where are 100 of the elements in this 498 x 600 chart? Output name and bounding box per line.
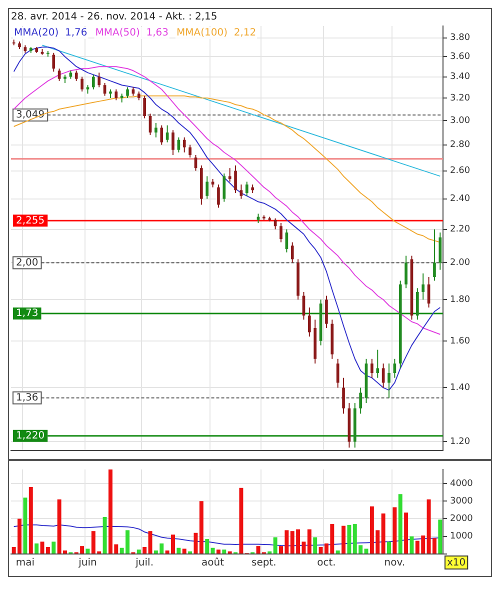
ref-line-label: 2,00 <box>16 257 38 268</box>
bar <box>273 537 278 554</box>
y-tick-label: 1.60 <box>450 336 470 346</box>
ref-line-label: 1,220 <box>16 430 45 442</box>
candlestick <box>188 144 192 158</box>
x-tick-label: juin <box>78 558 97 569</box>
candlestick <box>370 358 374 378</box>
bar <box>336 550 340 554</box>
candlestick <box>92 74 95 90</box>
text: MMA(50) 1,63 <box>95 28 168 39</box>
bar <box>392 507 397 554</box>
ref-line-label: 1,36 <box>16 392 38 404</box>
y-tick-label: 2.80 <box>450 140 470 150</box>
candlestick <box>433 228 436 282</box>
bar <box>102 516 107 554</box>
bar <box>342 526 346 554</box>
candlestick <box>206 176 209 200</box>
candlestick <box>80 76 84 92</box>
candlestick <box>52 52 56 72</box>
x-tick-label: sept. <box>252 558 276 569</box>
candlestick <box>58 68 61 82</box>
bar <box>398 494 402 554</box>
ref-line-label: 2,255 <box>16 215 45 226</box>
bar <box>410 536 414 554</box>
candlestick <box>126 86 129 99</box>
bar <box>210 548 215 554</box>
bar <box>136 550 141 554</box>
candlestick <box>228 168 232 182</box>
chart-title: 28. avr. 2014 - 26. nov. 2014 - Akt. : 2,15 <box>11 12 218 23</box>
y-tick-label: 1000 <box>450 532 474 542</box>
bar <box>205 539 210 554</box>
candlestick <box>182 136 186 153</box>
series-label: MMA(20) 1,76 <box>14 28 88 39</box>
bar <box>387 542 391 554</box>
candlestick <box>342 377 345 414</box>
candlestick <box>416 288 419 320</box>
candlestick <box>388 363 390 398</box>
y-tick-label: 2.60 <box>450 166 470 176</box>
ref-line-label: 1,73 <box>16 308 38 320</box>
candlestick <box>359 387 362 414</box>
y-tick-label: 1.80 <box>450 294 470 305</box>
bar <box>176 548 181 554</box>
candlestick <box>217 184 220 208</box>
bar <box>86 548 90 554</box>
x-tick-label: nov. <box>384 558 406 569</box>
bar <box>216 550 220 554</box>
y-axis-title: x10 <box>447 558 466 569</box>
bar <box>52 542 56 554</box>
y-tick-label: 3000 <box>450 496 474 506</box>
bar <box>313 537 318 554</box>
candlestick <box>280 222 282 243</box>
x-tick-label: août <box>202 558 224 569</box>
candlestick <box>376 349 380 378</box>
candlestick <box>160 124 164 146</box>
candlestick <box>166 124 169 143</box>
bar <box>194 532 198 554</box>
y-tick-label: 1.40 <box>450 383 470 394</box>
y-tick-label: 3.40 <box>450 72 470 82</box>
bar <box>239 488 244 554</box>
candlestick <box>154 122 158 138</box>
bar <box>222 550 226 554</box>
candlestick <box>308 307 311 338</box>
bar <box>28 487 33 554</box>
candlestick <box>422 272 425 300</box>
text: MMA(100) 2,12 <box>176 28 256 39</box>
candlestick <box>222 172 226 202</box>
bar <box>199 501 204 554</box>
candlestick <box>172 130 174 156</box>
bar <box>34 543 39 554</box>
candlestick <box>290 242 294 264</box>
bar <box>142 546 147 554</box>
y-tick-label: 3.20 <box>450 93 470 104</box>
y-tick-label: 3.00 <box>450 116 470 126</box>
bar <box>404 512 408 554</box>
bar <box>182 548 186 554</box>
y-tick-label: 2.00 <box>450 258 470 268</box>
candlestick <box>98 72 101 88</box>
y-tick-label: 1.20 <box>450 437 470 448</box>
bar <box>364 548 368 554</box>
bar <box>438 520 442 554</box>
y-tick-label: 2.20 <box>450 224 470 235</box>
candlestick <box>336 358 340 388</box>
candlestick <box>404 255 408 289</box>
y-tick-label: 3.60 <box>450 52 470 62</box>
bar <box>23 498 28 554</box>
candlestick <box>143 95 146 119</box>
x-tick-label: juil. <box>134 558 154 569</box>
bar <box>347 524 352 554</box>
bar <box>381 513 386 554</box>
bar <box>307 529 312 554</box>
y-tick-label: 2000 <box>450 514 474 524</box>
y-tick-label: 2.40 <box>450 194 470 204</box>
candlestick <box>114 88 118 101</box>
bar <box>148 531 152 554</box>
candlestick <box>74 70 78 82</box>
y-tick-label: 4000 <box>450 478 474 489</box>
candlestick <box>245 181 248 196</box>
y-tick-label: 3.80 <box>450 33 470 44</box>
x-tick-label: mai <box>16 558 35 569</box>
candlestick <box>240 184 243 200</box>
